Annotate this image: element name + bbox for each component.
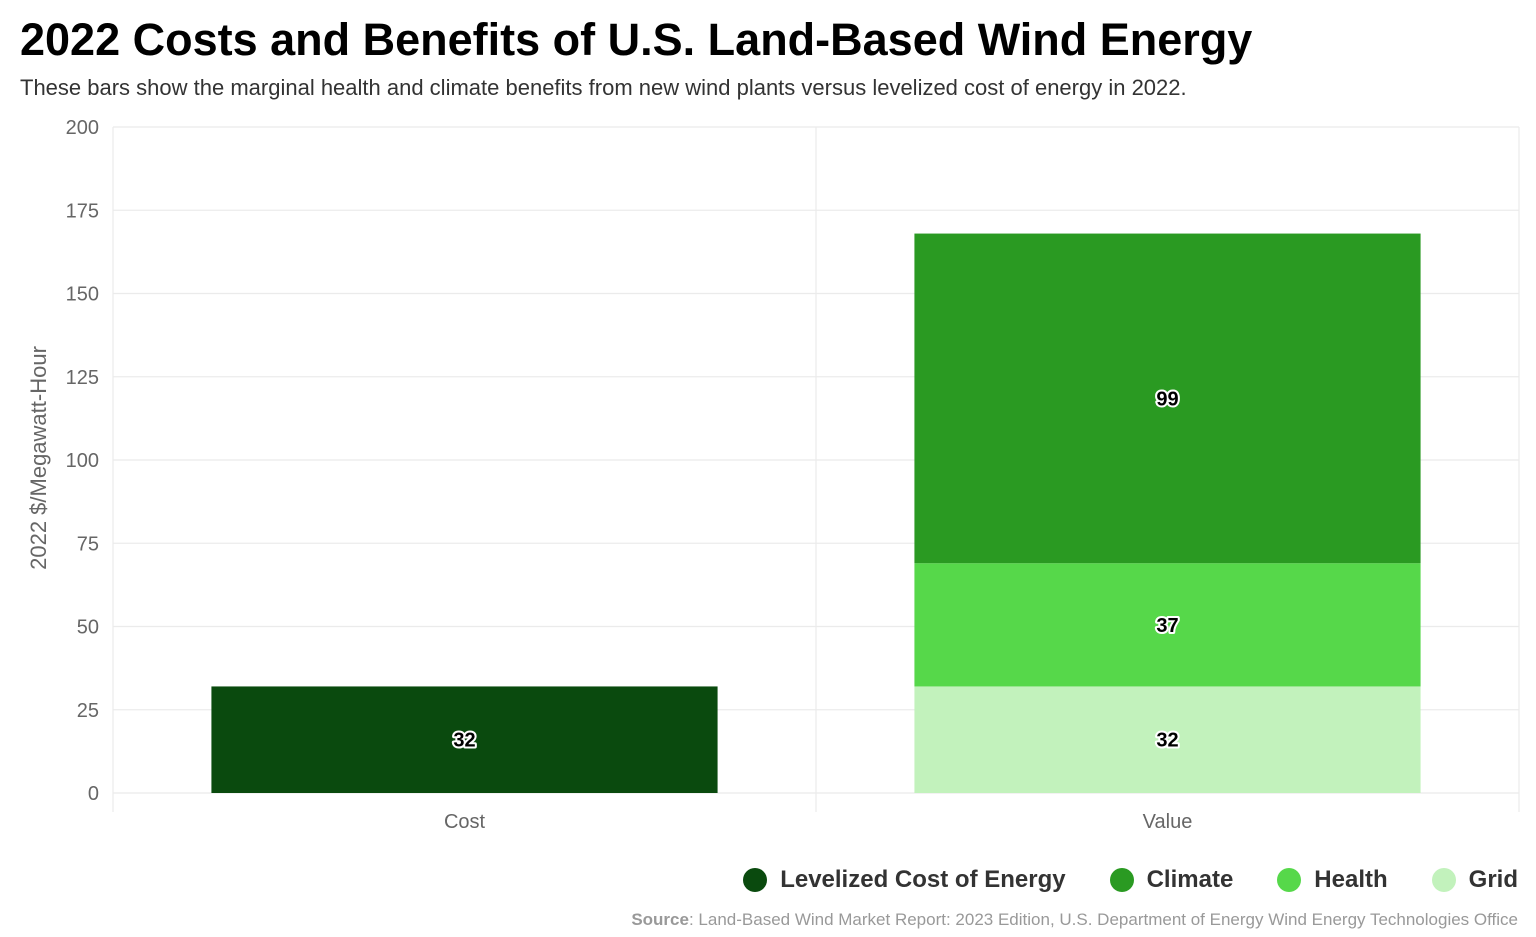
source-key: Source [631, 910, 689, 929]
legend-item-climate: Climate [1109, 866, 1234, 894]
data-label-halo: 99 [1156, 388, 1178, 410]
chart-subtitle: These bars show the marginal health and … [20, 75, 1187, 100]
data-label: 99 [1156, 388, 1178, 410]
y-tick-label: 75 [77, 533, 99, 555]
y-tick-label: 200 [66, 117, 99, 139]
bar-value-grid [914, 686, 1421, 793]
y-tick-labels: 0 25 50 75 100 125 150 175 200 [66, 117, 99, 805]
x-tick-label: Value [1143, 811, 1193, 833]
bar-value-climate [914, 233, 1421, 564]
legend-item-grid: Grid [1431, 866, 1518, 894]
legend-swatch-grid [1431, 868, 1456, 892]
data-label-halo: 32 [453, 730, 475, 752]
y-axis-label: 2022 $/Megawatt-Hour [26, 346, 51, 570]
y-tick-label: 150 [66, 284, 99, 306]
data-label: 37 [1156, 615, 1178, 637]
source-text: : Land-Based Wind Market Report: 2023 Ed… [688, 910, 1518, 929]
data-label: 32 [453, 730, 475, 752]
legend-swatch-climate [1109, 868, 1134, 892]
legend-swatch-lcoe [743, 868, 768, 892]
data-label-halo: 32 [1156, 730, 1178, 752]
x-tick-label: Cost [444, 811, 486, 833]
y-tick-label: 175 [66, 200, 99, 222]
y-tick-label: 50 [77, 617, 99, 639]
legend-label-lcoe: Levelized Cost of Energy [780, 866, 1066, 893]
legend: Levelized Cost of Energy Climate Health … [743, 866, 1518, 894]
bars [211, 233, 1421, 793]
data-label-halo: 37 [1156, 615, 1178, 637]
y-tick-label: 125 [66, 367, 99, 389]
legend-label-health: Health [1314, 866, 1388, 893]
legend-item-lcoe: Levelized Cost of Energy [743, 866, 1066, 894]
x-tick-labels: Cost Value [444, 811, 1192, 833]
bar-value-health [914, 563, 1421, 687]
bar-cost-levelized-cost-of-energy [211, 686, 718, 793]
y-tick-label: 25 [77, 700, 99, 722]
data-label: 32 [1156, 730, 1178, 752]
y-tick-label: 100 [66, 450, 99, 472]
legend-item-health: Health [1277, 866, 1388, 894]
source-note: Source: Land-Based Wind Market Report: 2… [631, 910, 1518, 930]
chart-title: 2022 Costs and Benefits of U.S. Land-Bas… [20, 14, 1253, 65]
y-tick-label: 0 [88, 783, 99, 805]
legend-swatch-health [1277, 868, 1302, 892]
legend-label-climate: Climate [1146, 866, 1234, 893]
legend-label-grid: Grid [1468, 866, 1518, 893]
